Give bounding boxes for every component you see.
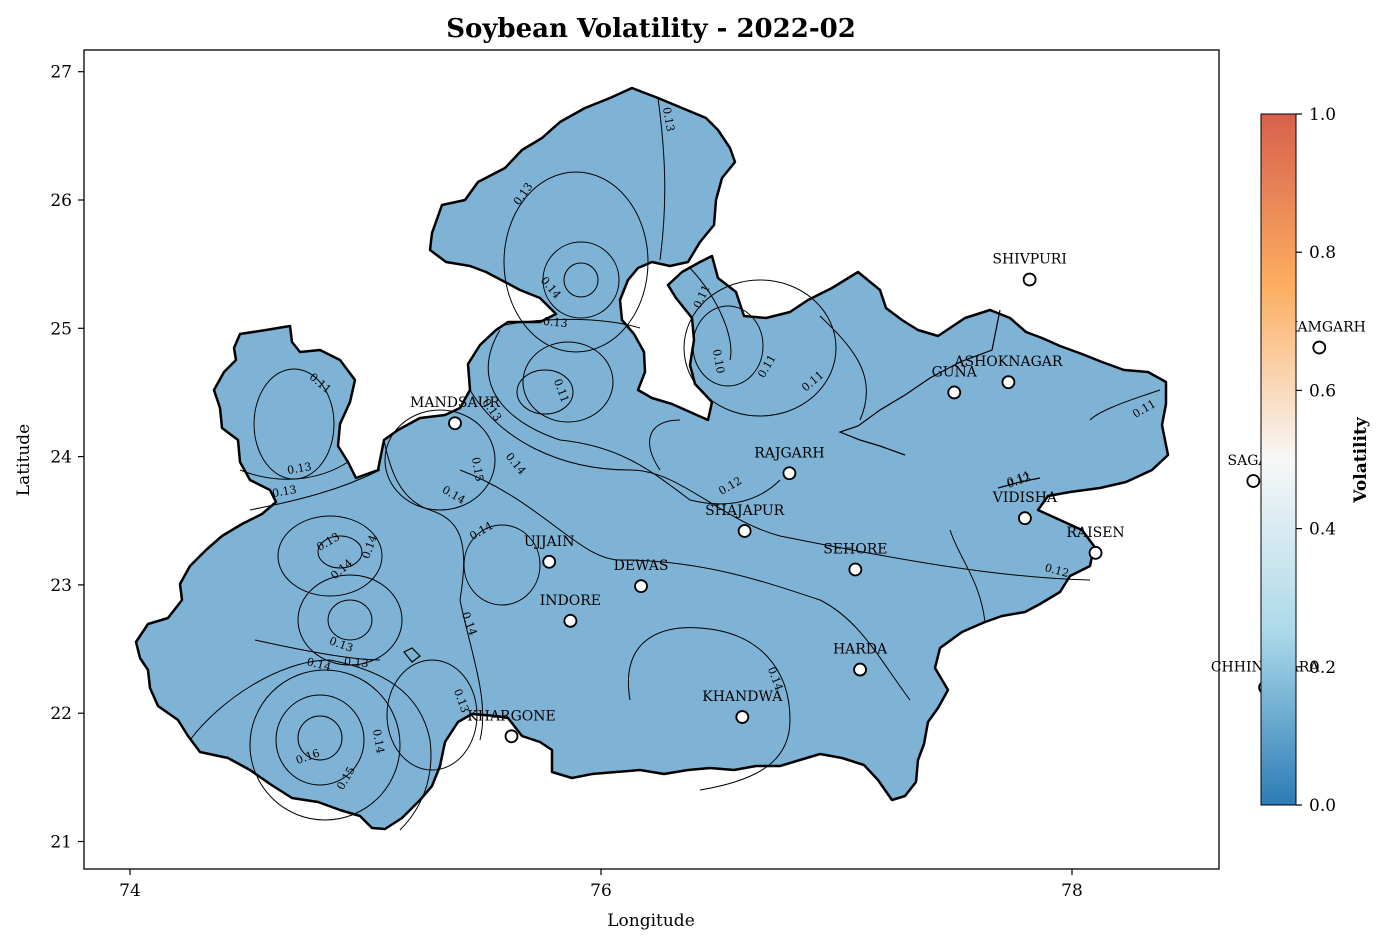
map-layer — [134, 86, 1170, 831]
contour-value-label: 0.15 — [469, 456, 486, 482]
district-marker — [782, 466, 797, 481]
internal-boundary-line — [997, 477, 1041, 489]
district-label: SHIVPURI — [992, 252, 1066, 268]
y-tick-label: 22 — [50, 704, 72, 724]
district-marker — [735, 710, 750, 724]
contour-lines — [189, 97, 1161, 831]
contour-value-label: 0.12 — [1043, 561, 1070, 580]
district-label: DEWAS — [614, 558, 669, 574]
x-tick-label: 78 — [1061, 881, 1083, 901]
x-axis-label: Longitude — [607, 911, 695, 931]
district-label: HARDA — [833, 642, 888, 658]
contour-value-label: 0.13 — [344, 655, 370, 670]
y-tick-label: 26 — [50, 191, 72, 211]
contour-value-label: 0.14 — [305, 655, 332, 674]
colorbar-tick-label: 1.0 — [1309, 105, 1336, 125]
district-marker — [1246, 474, 1261, 488]
district-label: MANDSAUR — [410, 395, 500, 411]
y-tick-label: 21 — [50, 833, 72, 853]
district-label: VIDISHA — [992, 490, 1058, 506]
y-axis-ticks: 21 22 23 24 25 26 27 — [50, 63, 84, 853]
contour-value-label: 0.13 — [286, 460, 312, 477]
district-label: ASHOKNAGAR — [953, 354, 1063, 370]
colorbar-tick-label: 0.6 — [1309, 381, 1336, 401]
district-marker — [1088, 545, 1103, 560]
district-marker — [634, 579, 648, 594]
x-axis-ticks: 7476788082 — [119, 869, 1083, 901]
colorbar-tick-label: 0.8 — [1309, 243, 1336, 263]
y-tick-label: 24 — [50, 448, 72, 468]
contour-value-label: 0.13 — [271, 483, 297, 500]
district-marker — [1022, 272, 1037, 287]
district-marker — [1312, 340, 1327, 355]
y-axis-label: Latitude — [14, 424, 34, 496]
x-tick-label: 74 — [119, 881, 141, 901]
chart-title: Soybean Volatility - 2022-02 — [446, 14, 856, 44]
district-marker — [448, 416, 462, 431]
district-marker — [542, 554, 557, 569]
y-tick-label: 25 — [50, 319, 72, 339]
district-marker — [737, 524, 752, 538]
district-marker — [1001, 375, 1016, 390]
colorbar-tick-label: 0.4 — [1309, 520, 1336, 540]
colorbar-ticks: 0.0 0.2 0.4 0.6 0.8 1.0 — [1296, 105, 1336, 816]
colorbar-tick-label: 0.0 — [1309, 796, 1336, 816]
contour-value-label: 0.10 — [710, 348, 727, 374]
contour-value-label: 0.13 — [543, 315, 569, 330]
district-label: UJJAIN — [524, 534, 575, 550]
district-label: GUNA — [932, 364, 978, 380]
district-label: KHARGONE — [467, 708, 555, 724]
colorbar — [1260, 113, 1297, 806]
district-label: RAJGARH — [754, 445, 824, 461]
district-marker — [848, 562, 863, 577]
y-tick-label: 27 — [50, 63, 72, 83]
district-label: SEHORE — [823, 542, 887, 558]
y-tick-label: 23 — [50, 576, 72, 596]
contour-value-label: 0.14 — [370, 728, 387, 754]
plot-frame — [83, 49, 1220, 870]
x-tick-label: 76 — [590, 881, 612, 901]
district-label: INDORE — [540, 593, 601, 609]
district-label: KHANDWA — [702, 689, 783, 705]
internal-boundary-line — [838, 309, 1001, 456]
district-marker — [853, 662, 867, 677]
state-boundary — [134, 86, 1170, 831]
colorbar-label: Volatility — [1351, 416, 1371, 504]
district-label: SHAJAPUR — [705, 503, 785, 519]
contour-value-label: 0.13 — [660, 106, 677, 132]
internal-boundary-line — [403, 647, 421, 663]
district-marker — [563, 613, 578, 628]
district-label: RAISEN — [1066, 525, 1124, 541]
district-marker — [504, 729, 519, 744]
colorbar-tick-label: 0.2 — [1309, 658, 1336, 678]
district-marker — [947, 385, 962, 400]
district-marker — [1018, 511, 1032, 526]
